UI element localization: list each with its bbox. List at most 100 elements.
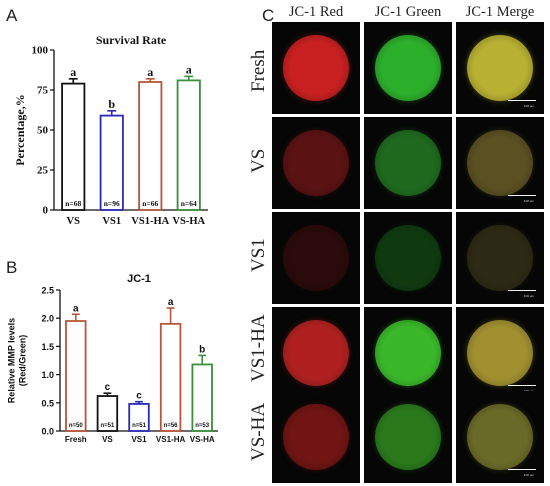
oocyte-fluorescence (375, 130, 441, 196)
y-tick-label: 75 (37, 85, 49, 97)
x-tick-label: VS (102, 435, 113, 444)
micrograph-vs1-ha-merge: 100 μm (456, 307, 544, 399)
sample-size-label: n=68 (65, 199, 81, 208)
panel-label-a: A (6, 6, 18, 25)
x-tick-label: VS-HA (190, 435, 215, 444)
scale-bar (508, 384, 536, 386)
oocyte-fluorescence (467, 130, 533, 196)
significance-letter: b (108, 97, 115, 111)
sample-size-label: n=51 (100, 423, 115, 429)
significance-letter: a (73, 303, 79, 314)
micrograph-vs1-merge: 100 μm (456, 212, 544, 304)
micrograph-fresh-green (364, 22, 452, 114)
column-header: JC-1 Red (288, 4, 344, 20)
row-label: VS-HA (248, 402, 269, 461)
x-tick-label: Fresh (65, 435, 87, 444)
micrograph-vs1-green (364, 212, 452, 304)
x-tick-label: VS1 (131, 435, 147, 444)
y-tick-label: 2.0 (41, 314, 54, 324)
significance-letter: c (136, 391, 142, 402)
x-tick-label: VS1-HA (156, 435, 186, 444)
significance-letter: b (199, 344, 205, 355)
oocyte-fluorescence (467, 35, 533, 101)
y-tick-label: 50 (37, 125, 49, 137)
column-header: JC-1 Merge (465, 4, 535, 20)
y-tick-label: 0.0 (41, 427, 54, 437)
micrograph-vs1-red (272, 212, 360, 304)
significance-letter: a (147, 65, 153, 79)
y-tick-label: 100 (32, 45, 49, 57)
bar (138, 81, 163, 211)
oocyte-fluorescence (283, 35, 349, 101)
x-tick-label: VS1 (102, 216, 121, 227)
bar (176, 79, 201, 211)
scale-bar-label: 100 μm (523, 294, 534, 298)
scale-bar (508, 194, 536, 196)
jc1-mmp-chart: JC-1 0.0 0.5 1.0 1.5 2.0 2.5 Relative MMP level… (7, 273, 218, 444)
y-tick-label: 1.5 (41, 342, 54, 352)
oocyte-fluorescence (375, 35, 441, 101)
scale-bar-label: 100 μm (523, 199, 534, 203)
scale-bar-label: 100 μm (523, 104, 534, 108)
y-axis-label: Percentage,% (13, 94, 27, 165)
panel-label-c: C (262, 6, 275, 25)
micrograph-vs-green (364, 117, 452, 209)
x-tick-label: VS (67, 216, 81, 227)
chart-title: JC-1 (127, 273, 151, 285)
sample-size-label: n=50 (69, 423, 84, 429)
survival-rate-chart: Survival Rate 0 25 50 75 100 Percentage,% a n=68… (13, 33, 208, 227)
y-tick-label: 0.5 (41, 398, 54, 408)
oocyte-fluorescence (283, 130, 349, 196)
micrograph-vs-merge: 100 μm (456, 117, 544, 209)
oocyte-fluorescence (375, 404, 441, 470)
scale-bar (508, 99, 536, 101)
oocyte-fluorescence (283, 320, 349, 386)
micrograph-vs-red (272, 117, 360, 209)
oocyte-fluorescence (467, 404, 533, 470)
scale-bar-label: 100 μm (523, 473, 534, 477)
sample-size-label: n=51 (132, 423, 147, 429)
bar (65, 320, 87, 432)
sample-size-label: n=56 (164, 423, 179, 429)
bar (99, 114, 124, 211)
y-axis-label: Relative MMP levels (7, 318, 17, 403)
scale-bar (508, 289, 536, 291)
y-tick-label: 25 (37, 165, 49, 177)
sample-size-label: n=64 (181, 199, 197, 208)
bar (191, 363, 213, 432)
x-tick-label: VS-HA (172, 216, 205, 227)
micrograph-fresh-red (272, 22, 360, 114)
micrograph-fresh-merge: 100 μm (456, 22, 544, 114)
row-label: Fresh (248, 49, 269, 92)
significance-letter: a (168, 297, 174, 308)
scale-bar (508, 468, 536, 470)
chart-title: Survival Rate (96, 33, 167, 47)
oocyte-fluorescence (375, 320, 441, 386)
row-label: VS1-HA (248, 313, 269, 382)
x-tick-label: VS1-HA (131, 216, 169, 227)
bar (61, 82, 86, 211)
oocyte-fluorescence (283, 225, 349, 291)
bar (159, 322, 182, 432)
oocyte-fluorescence (467, 225, 533, 291)
sample-size-label: n=53 (195, 423, 210, 429)
significance-letter: a (186, 62, 192, 76)
y-tick-label: 2.5 (41, 286, 54, 296)
micrograph-vs1-ha-green (364, 307, 452, 399)
y-axis-label: (Red/Green) (18, 335, 28, 387)
significance-letter: c (105, 382, 111, 393)
panel-label-b: B (6, 258, 18, 277)
oocyte-fluorescence (375, 225, 441, 291)
micrograph-vs-ha-green (364, 391, 452, 483)
oocyte-fluorescence (467, 320, 533, 386)
micrograph-vs1-ha-red (272, 307, 360, 399)
micrograph-vs-ha-merge: 100 μm (456, 391, 544, 483)
oocyte-fluorescence (283, 404, 349, 470)
micrograph-vs-ha-red (272, 391, 360, 483)
sample-size-label: n=96 (104, 199, 120, 208)
column-header: JC-1 Green (374, 4, 442, 20)
row-label: VS1 (248, 238, 269, 273)
y-tick-label: 1.0 (41, 370, 54, 380)
significance-letter: a (70, 65, 76, 79)
